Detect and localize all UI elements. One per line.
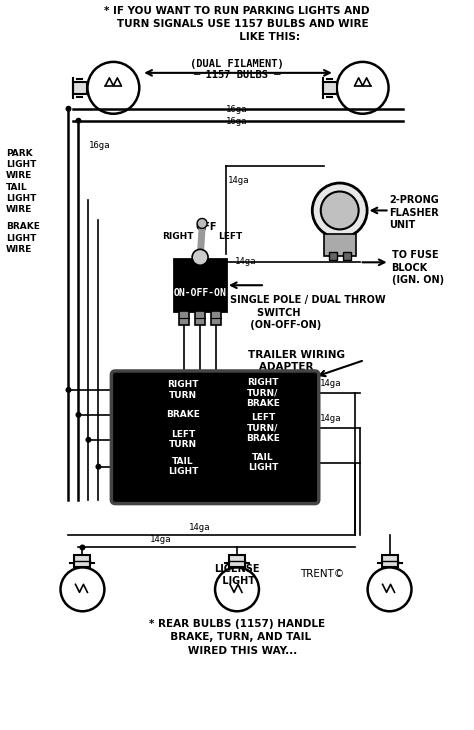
Bar [343, 253, 351, 261]
Text: 16ga: 16ga [226, 117, 248, 126]
Bar [229, 556, 245, 567]
Text: TAIL
LIGHT: TAIL LIGHT [168, 457, 198, 477]
Circle shape [192, 250, 208, 265]
Text: ─ 1157 BULBS ─: ─ 1157 BULBS ─ [193, 70, 281, 80]
Text: 14ga: 14ga [320, 379, 341, 388]
Bar [174, 259, 226, 311]
Text: 14ga: 14ga [235, 257, 256, 266]
Text: 16ga: 16ga [89, 141, 110, 150]
Text: RIGHT
TURN: RIGHT TURN [167, 380, 199, 399]
Bar [329, 253, 337, 261]
Bar [73, 82, 87, 93]
Bar [195, 311, 205, 325]
Circle shape [80, 545, 85, 550]
Ellipse shape [312, 183, 367, 238]
Text: BRAKE
LIGHT
WIRE: BRAKE LIGHT WIRE [6, 223, 39, 253]
Bar [382, 556, 398, 567]
FancyBboxPatch shape [111, 371, 319, 504]
Text: (DUAL FILAMENT): (DUAL FILAMENT) [190, 59, 284, 69]
Text: 14ga: 14ga [189, 523, 211, 531]
Circle shape [65, 106, 72, 112]
Text: SINGLE POLE / DUAL THROW
        SWITCH
      (ON-OFF-ON): SINGLE POLE / DUAL THROW SWITCH (ON-OFF-… [230, 295, 386, 330]
Text: ON-OFF-ON: ON-OFF-ON [173, 288, 227, 299]
Text: RIGHT
TURN/
BRAKE: RIGHT TURN/ BRAKE [246, 378, 280, 408]
Text: * REAR BULBS (1157) HANDLE
  BRAKE, TURN, AND TAIL
   WIRED THIS WAY...: * REAR BULBS (1157) HANDLE BRAKE, TURN, … [149, 619, 325, 656]
Text: 14ga: 14ga [149, 536, 171, 545]
Circle shape [197, 218, 207, 228]
Bar [74, 556, 91, 567]
Text: 14ga: 14ga [228, 175, 249, 185]
Text: BRAKE: BRAKE [166, 410, 200, 419]
Text: PARK
LIGHT
WIRE: PARK LIGHT WIRE [6, 149, 36, 180]
Circle shape [75, 118, 82, 123]
Text: TAIL
LIGHT
WIRE: TAIL LIGHT WIRE [6, 182, 36, 214]
Text: TO FUSE
BLOCK
(IGN. ON): TO FUSE BLOCK (IGN. ON) [392, 250, 444, 285]
Circle shape [65, 387, 72, 393]
Text: 2-PRONG
FLASHER
UNIT: 2-PRONG FLASHER UNIT [390, 196, 439, 230]
Text: TAIL
LIGHT: TAIL LIGHT [248, 453, 278, 472]
Text: TRENT©: TRENT© [300, 569, 344, 580]
Text: LICENSE
 LIGHT: LICENSE LIGHT [214, 564, 260, 586]
Text: RIGHT: RIGHT [163, 232, 194, 242]
Ellipse shape [321, 191, 359, 229]
Text: 16ga: 16ga [226, 105, 248, 114]
Bar [324, 234, 356, 256]
Circle shape [85, 437, 91, 443]
Text: TRAILER WIRING
   ADAPTER: TRAILER WIRING ADAPTER [248, 350, 345, 372]
Text: LEFT
TURN: LEFT TURN [169, 430, 197, 450]
Text: * IF YOU WANT TO RUN PARKING LIGHTS AND
   TURN SIGNALS USE 1157 BULBS AND WIRE
: * IF YOU WANT TO RUN PARKING LIGHTS AND … [104, 6, 370, 42]
Text: 14ga: 14ga [320, 414, 341, 423]
Circle shape [75, 412, 82, 418]
Text: LEFT
TURN/
BRAKE: LEFT TURN/ BRAKE [246, 413, 280, 442]
Bar [179, 311, 189, 325]
Text: LEFT: LEFT [218, 232, 242, 242]
Circle shape [95, 464, 101, 469]
Bar [323, 82, 337, 93]
Text: OFF: OFF [195, 223, 217, 232]
Bar [211, 311, 221, 325]
